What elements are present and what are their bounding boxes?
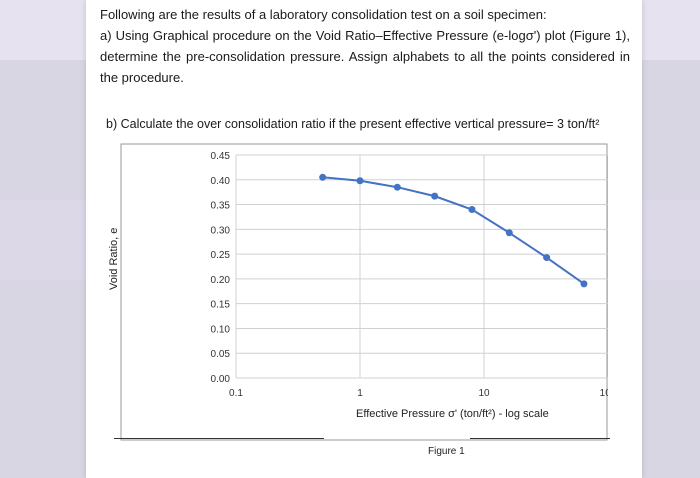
answer-line-right	[470, 438, 610, 439]
figure-caption: Figure 1	[428, 446, 465, 457]
data-point	[319, 173, 327, 181]
x-tick-label: 0.1	[229, 388, 243, 399]
x-axis-label: Effective Pressure σ' (ton/ft²) - log sc…	[356, 408, 549, 420]
answer-line-left	[114, 438, 324, 439]
y-tick-label: 0.00	[211, 374, 231, 385]
data-point	[505, 229, 513, 237]
question-text: Following are the results of a laborator…	[100, 4, 630, 88]
data-point	[543, 254, 551, 262]
chart-frame	[120, 143, 608, 441]
y-tick-label: 0.25	[211, 250, 231, 261]
y-tick-label: 0.10	[211, 324, 231, 335]
y-axis-label: Void Ratio, e	[108, 227, 120, 290]
question-part-a: a) Using Graphical procedure on the Void…	[100, 28, 630, 85]
question-part-b: b) Calculate the over consolidation rati…	[106, 117, 600, 131]
y-tick-label: 0.35	[211, 201, 231, 212]
y-tick-label: 0.40	[211, 176, 231, 187]
question-intro: Following are the results of a laborator…	[100, 7, 547, 22]
data-point	[431, 192, 439, 200]
x-tick-label: 100	[600, 388, 608, 399]
data-point	[468, 206, 476, 214]
document-page: Following are the results of a laborator…	[86, 0, 642, 478]
series-line	[322, 176, 585, 285]
y-tick-label: 0.20	[211, 275, 231, 286]
data-point	[580, 280, 588, 288]
y-tick-label: 0.45	[211, 151, 231, 162]
y-tick-label: 0.30	[211, 225, 231, 236]
y-tick-label: 0.05	[211, 349, 231, 360]
consolidation-chart: 0.00 0.05 0.10 0.15 0.20 0.25 0.30 0.35 0.40 0.45…	[120, 143, 608, 441]
x-tick-label: 1	[357, 388, 363, 399]
data-point	[393, 183, 401, 191]
data-point	[356, 177, 364, 185]
x-tick-label: 10	[478, 388, 490, 399]
y-tick-label: 0.15	[211, 300, 231, 311]
